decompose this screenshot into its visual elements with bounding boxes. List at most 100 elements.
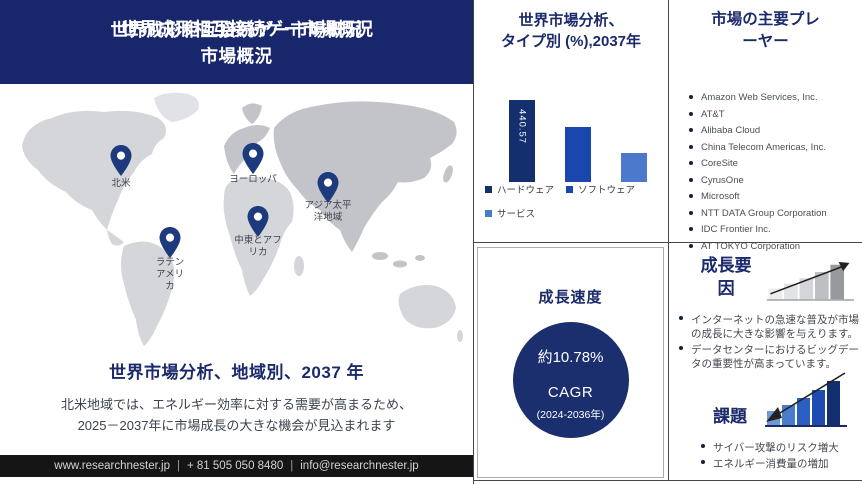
legend-swatch-icon (485, 185, 492, 193)
legend-item-サービス: サービス (485, 206, 535, 220)
growth-factor-text: インターネットの急速な普及が市場の成長に大きな影響を与えります。 (691, 314, 859, 340)
challenge-item: エネルギー消費量の増加 (701, 457, 860, 471)
growth-factor-item: インターネットの急速な普及が市場の成長に大きな影響を与えります。 (679, 313, 860, 341)
cagr-value: 約10.78% (537, 349, 604, 366)
page-title-row: 世界成形相互接続ゲー市場概況 世界成形相互接続ゲー市場概況 (0, 17, 473, 43)
challenge-text: サイバー攻撃のリスク増大 (713, 442, 839, 454)
challenges-title: 課題 (713, 407, 747, 426)
region-label: 中東とアフ リカ (234, 235, 282, 258)
legend-label: ソフトウェア (578, 185, 636, 196)
bullet-dot-icon (689, 111, 693, 116)
player-name: Alibaba Cloud (701, 125, 761, 137)
growth-speed-title: 成長速度 (538, 289, 603, 306)
growth-factors-title: 成長要因 (700, 256, 752, 298)
cagr-label: CAGR (547, 384, 594, 401)
player-name: Amazon Web Services, Inc. (701, 92, 818, 104)
bar-value-label: 440.57 (516, 109, 528, 145)
legend-label: サービス (497, 209, 536, 220)
bullet-dot-icon (689, 177, 693, 182)
legend-item-ハードウェア: ハードウェア (485, 182, 554, 196)
world-map (22, 92, 463, 346)
player-item: AT&T (689, 109, 858, 121)
blue-bars-down-arrow-icon (765, 372, 847, 427)
bullet-dot-icon (689, 161, 693, 166)
player-name: CyrusOne (701, 174, 744, 186)
footer-separator: | (177, 460, 180, 472)
growth-factors-header: 成長要因 (669, 243, 862, 309)
type-chart-legend: ハードウェア ソフトウェアサービス (485, 182, 663, 220)
bullet-dot-icon (701, 444, 705, 448)
type-analysis-panel: 世界市場分析、 タイプ別 (%),2037年 440.57 ハードウェア ソフトウ… (474, 0, 668, 242)
page-title: 世界成形相互接続ゲー市場概況 (110, 20, 363, 40)
horizontal-divider (474, 242, 862, 243)
page-title-ghost: 世界成形相互接続ゲー市場概況 (121, 19, 374, 39)
region-label: ラテン アメリ カ (155, 257, 185, 292)
player-name: Microsoft (701, 191, 740, 203)
bar-サービス (621, 153, 647, 182)
type-chart-title: 世界市場分析、 タイプ別 (%),2037年 (478, 10, 664, 52)
player-item: AT TOKYO Corporation (689, 241, 858, 253)
player-item: IDC Frontier Inc. (689, 224, 858, 236)
footer-separator: | (290, 460, 294, 472)
vertical-divider (668, 0, 669, 481)
region-label: アジア太平 洋地域 (304, 200, 352, 223)
player-item: Amazon Web Services, Inc. (689, 92, 858, 104)
bottom-divider (474, 480, 862, 481)
location-pin-icon (247, 206, 269, 237)
bullet-dot-icon (689, 243, 693, 248)
type-bar-chart: 440.57 (509, 100, 647, 182)
legend-swatch-icon (566, 185, 574, 193)
player-name: AT TOKYO Corporation (701, 240, 801, 252)
challenge-text: エネルギー消費量の増加 (713, 458, 829, 470)
player-item: NTT DATA Group Corporation (689, 208, 858, 220)
bullet-dot-icon (689, 95, 693, 100)
world-map-area: 北米 ヨーロッパ (0, 84, 473, 352)
growth-factor-text: データセンターにおけるビッグデータの重要性が高まっています。 (691, 344, 859, 370)
bullet-dot-icon (689, 128, 693, 133)
bullet-dot-icon (689, 194, 693, 199)
right-section: 世界市場分析、 タイプ別 (%),2037年 440.57 ハードウェア ソフトウ… (474, 0, 862, 484)
title-banner: 世界成形相互接続ゲー市場概況 世界成形相互接続ゲー市場概況 市場概況 (0, 0, 473, 84)
footer-website-link[interactable]: www.researchnester.jp (54, 460, 170, 472)
bullet-dot-icon (689, 210, 693, 215)
bullet-dot-icon (701, 460, 705, 464)
challenge-item: サイバー攻撃のリスク増大 (701, 441, 860, 455)
player-item: CoreSite (689, 158, 858, 170)
player-item: Alibaba Cloud (689, 125, 858, 137)
rising-bars-arrow-icon (766, 262, 855, 301)
bar-ソフトウェア (565, 127, 591, 182)
challenges-header: 課題 (669, 369, 862, 433)
bar-ハードウェア: 440.57 (509, 100, 535, 182)
player-name: NTT DATA Group Corporation (701, 207, 827, 219)
bullet-dot-icon (679, 346, 683, 350)
growth-speed-box: 成長速度 約10.78% CAGR (2024-2036年) (477, 247, 664, 478)
player-name: China Telecom Americas, Inc. (701, 141, 826, 153)
location-pin-icon (159, 227, 181, 258)
player-name: CoreSite (701, 158, 738, 170)
growth-factors-list: インターネットの急速な普及が市場の成長に大きな影響を与えります。 データセンター… (669, 313, 862, 371)
legend-swatch-icon (485, 209, 492, 217)
player-name: IDC Frontier Inc. (701, 224, 771, 236)
footer-bar: www.researchnester.jp | + 81 505 050 848… (0, 455, 473, 477)
growth-speed-panel: 成長速度 約10.78% CAGR (2024-2036年) (474, 243, 668, 480)
player-item: China Telecom Americas, Inc. (689, 142, 858, 154)
bullet-dot-icon (679, 316, 683, 320)
region-label: 北米 (111, 178, 131, 189)
left-section: 世界成形相互接続ゲー市場概況 世界成形相互接続ゲー市場概況 市場概況 (0, 0, 474, 484)
location-pin-icon (317, 172, 339, 203)
cagr-period: (2024-2036年) (536, 409, 605, 421)
player-name: AT&T (701, 108, 725, 120)
footer-email-link[interactable]: info@researchnester.jp (300, 460, 419, 472)
location-pin-icon (110, 145, 132, 176)
key-players-title: 市場の主要プレーヤー (711, 11, 820, 50)
cagr-circle: 約10.78% CAGR (2024-2036年) (512, 322, 629, 438)
region-label: ヨーロッパ (229, 174, 277, 185)
player-item: Microsoft (689, 191, 858, 203)
footer-phone: + 81 505 050 8480 (187, 460, 284, 472)
regional-analysis-heading: 世界市場分析、地域別、2037 年 (108, 363, 365, 382)
legend-label: ハードウェア (497, 185, 555, 196)
type-chart-title-line1: 世界市場分析、 (518, 12, 624, 29)
key-players-list: Amazon Web Services, Inc. AT&T Alibaba C… (669, 92, 862, 253)
bullet-dot-icon (689, 227, 693, 232)
